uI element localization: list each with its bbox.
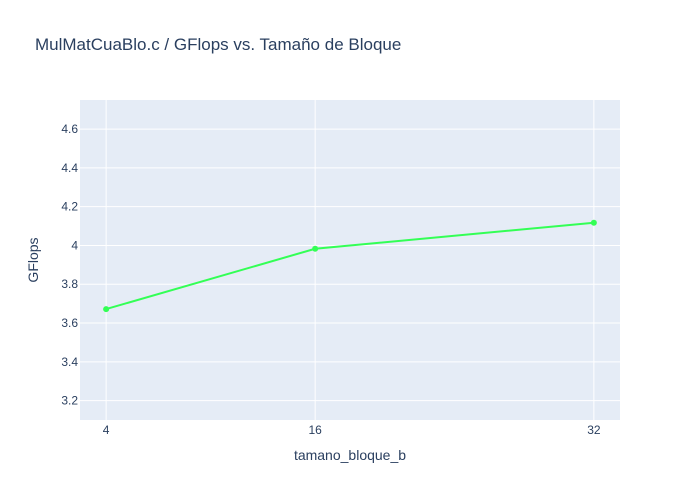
x-tick-label: 4 <box>103 423 110 437</box>
y-axis-title: GFlops <box>25 237 41 282</box>
x-axis-title: tamano_bloque_b <box>294 447 406 463</box>
x-tick-label: 16 <box>308 423 322 437</box>
y-axis-ticks: 3.2 3.4 3.6 3.8 4 4.2 4.4 4.6 <box>61 122 78 408</box>
data-point <box>590 219 597 226</box>
y-tick-label: 4 <box>71 238 78 252</box>
data-point <box>103 306 110 313</box>
data-point <box>312 245 319 252</box>
y-tick-label: 4.2 <box>61 200 78 214</box>
y-tick-label: 4.4 <box>61 161 78 175</box>
y-tick-label: 4.6 <box>61 122 78 136</box>
x-tick-label: 32 <box>587 423 601 437</box>
y-tick-label: 3.8 <box>61 277 78 291</box>
y-tick-label: 3.2 <box>61 394 78 408</box>
y-tick-label: 3.4 <box>61 355 78 369</box>
plot-area <box>80 100 620 420</box>
chart-title: MulMatCuaBlo.c / GFlops vs. Tamaño de Bl… <box>35 35 401 54</box>
y-tick-label: 3.6 <box>61 316 78 330</box>
series-layer <box>103 219 597 313</box>
x-axis-ticks: 4 16 32 <box>103 423 601 437</box>
